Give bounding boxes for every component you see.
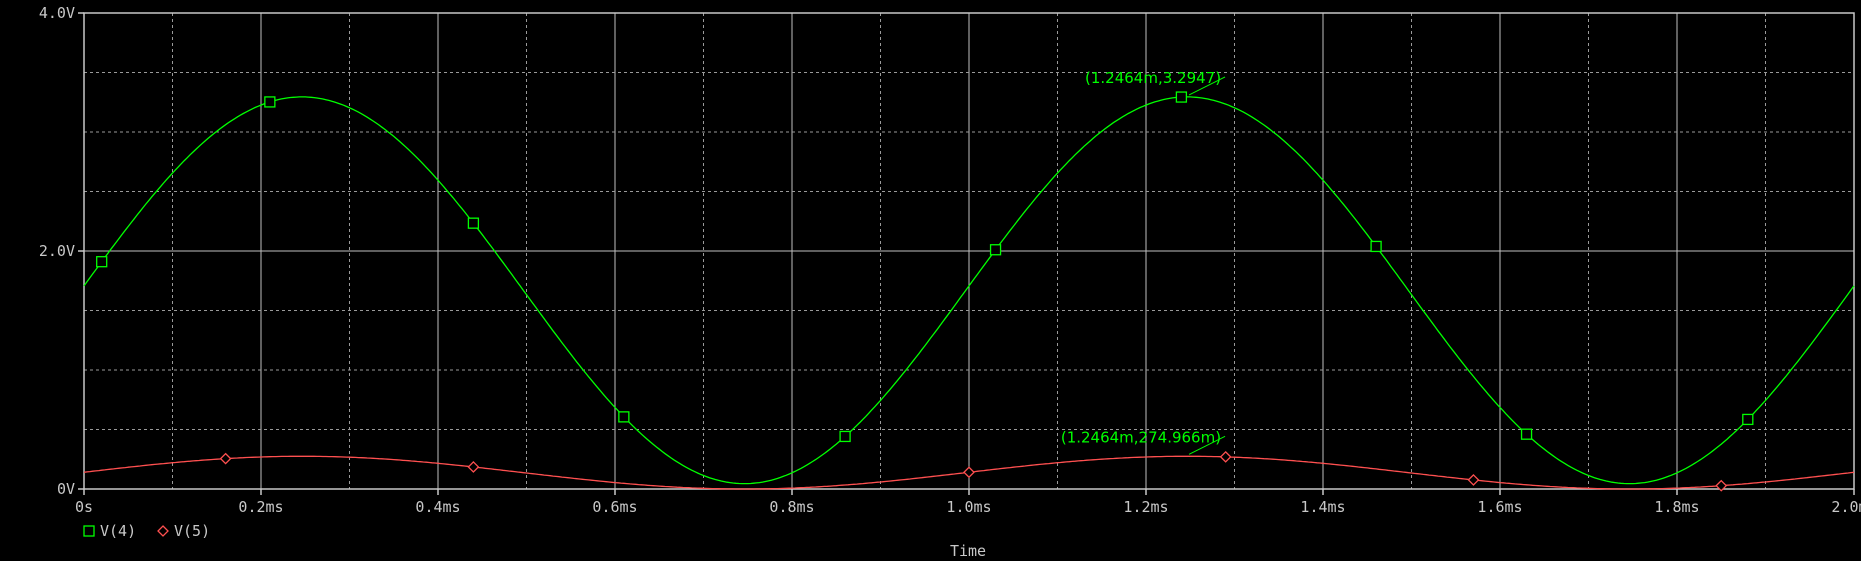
x-tick-label: 0.6ms xyxy=(592,498,637,516)
marker-square xyxy=(1520,428,1533,440)
annotation-leader xyxy=(1188,76,1226,96)
x-axis-label: Time xyxy=(950,542,986,560)
marker-diamond xyxy=(467,461,480,473)
marker-square xyxy=(1370,240,1382,253)
cursor-annotation: (1.2464m,3.2947) xyxy=(1085,69,1221,87)
x-tick-label: 2.0ms xyxy=(1831,498,1861,516)
grid xyxy=(84,13,1854,489)
marker-square xyxy=(1175,91,1188,103)
marker-square xyxy=(839,430,851,443)
x-axis-ticks: 0s 0.2ms 0.4ms 0.6ms 0.8ms 1.0ms 1.2ms 1.4ms 1.6… xyxy=(75,489,1861,516)
x-tick-label: 0.8ms xyxy=(769,498,814,516)
y-tick-label: 4.0V xyxy=(39,4,75,22)
marker-diamond xyxy=(1219,450,1232,463)
legend-label: V(5) xyxy=(174,522,210,540)
y-axis-ticks: 0V 2.0V 4.0V xyxy=(39,4,84,498)
x-tick-label: 0.4ms xyxy=(415,498,460,516)
marker-square xyxy=(96,256,108,268)
marker-square xyxy=(1742,413,1754,426)
marker-diamond xyxy=(1467,474,1480,486)
marker-square xyxy=(989,244,1002,256)
marker-diamond xyxy=(219,452,232,465)
x-tick-label: 0s xyxy=(75,498,93,516)
x-tick-label: 1.8ms xyxy=(1654,498,1699,516)
cursor-annotation: (1.2464m,274.966m) xyxy=(1061,428,1221,446)
legend-label: V(4) xyxy=(100,522,136,540)
marker-square xyxy=(264,96,276,108)
y-tick-label: 0V xyxy=(57,480,75,498)
legend: V(4) V(5) xyxy=(83,522,210,540)
marker-diamond xyxy=(1715,479,1728,492)
legend-marker-square xyxy=(83,525,95,537)
marker-square xyxy=(618,411,630,423)
cursor-annotations: (1.2464m,3.2947) (1.2464m,274.966m) xyxy=(1061,69,1226,455)
trace-v4 xyxy=(83,96,1855,485)
x-tick-label: 1.4ms xyxy=(1300,498,1345,516)
marker-diamond xyxy=(963,466,975,479)
annotation-leader xyxy=(1188,435,1226,455)
x-tick-label: 1.6ms xyxy=(1477,498,1522,516)
y-tick-label: 2.0V xyxy=(39,242,75,260)
marker-square xyxy=(467,217,480,229)
x-tick-label: 1.0ms xyxy=(946,498,991,516)
legend-marker-diamond xyxy=(157,525,169,537)
trace-markers xyxy=(96,91,1754,492)
x-tick-label: 1.2ms xyxy=(1123,498,1168,516)
x-tick-label: 0.2ms xyxy=(238,498,283,516)
